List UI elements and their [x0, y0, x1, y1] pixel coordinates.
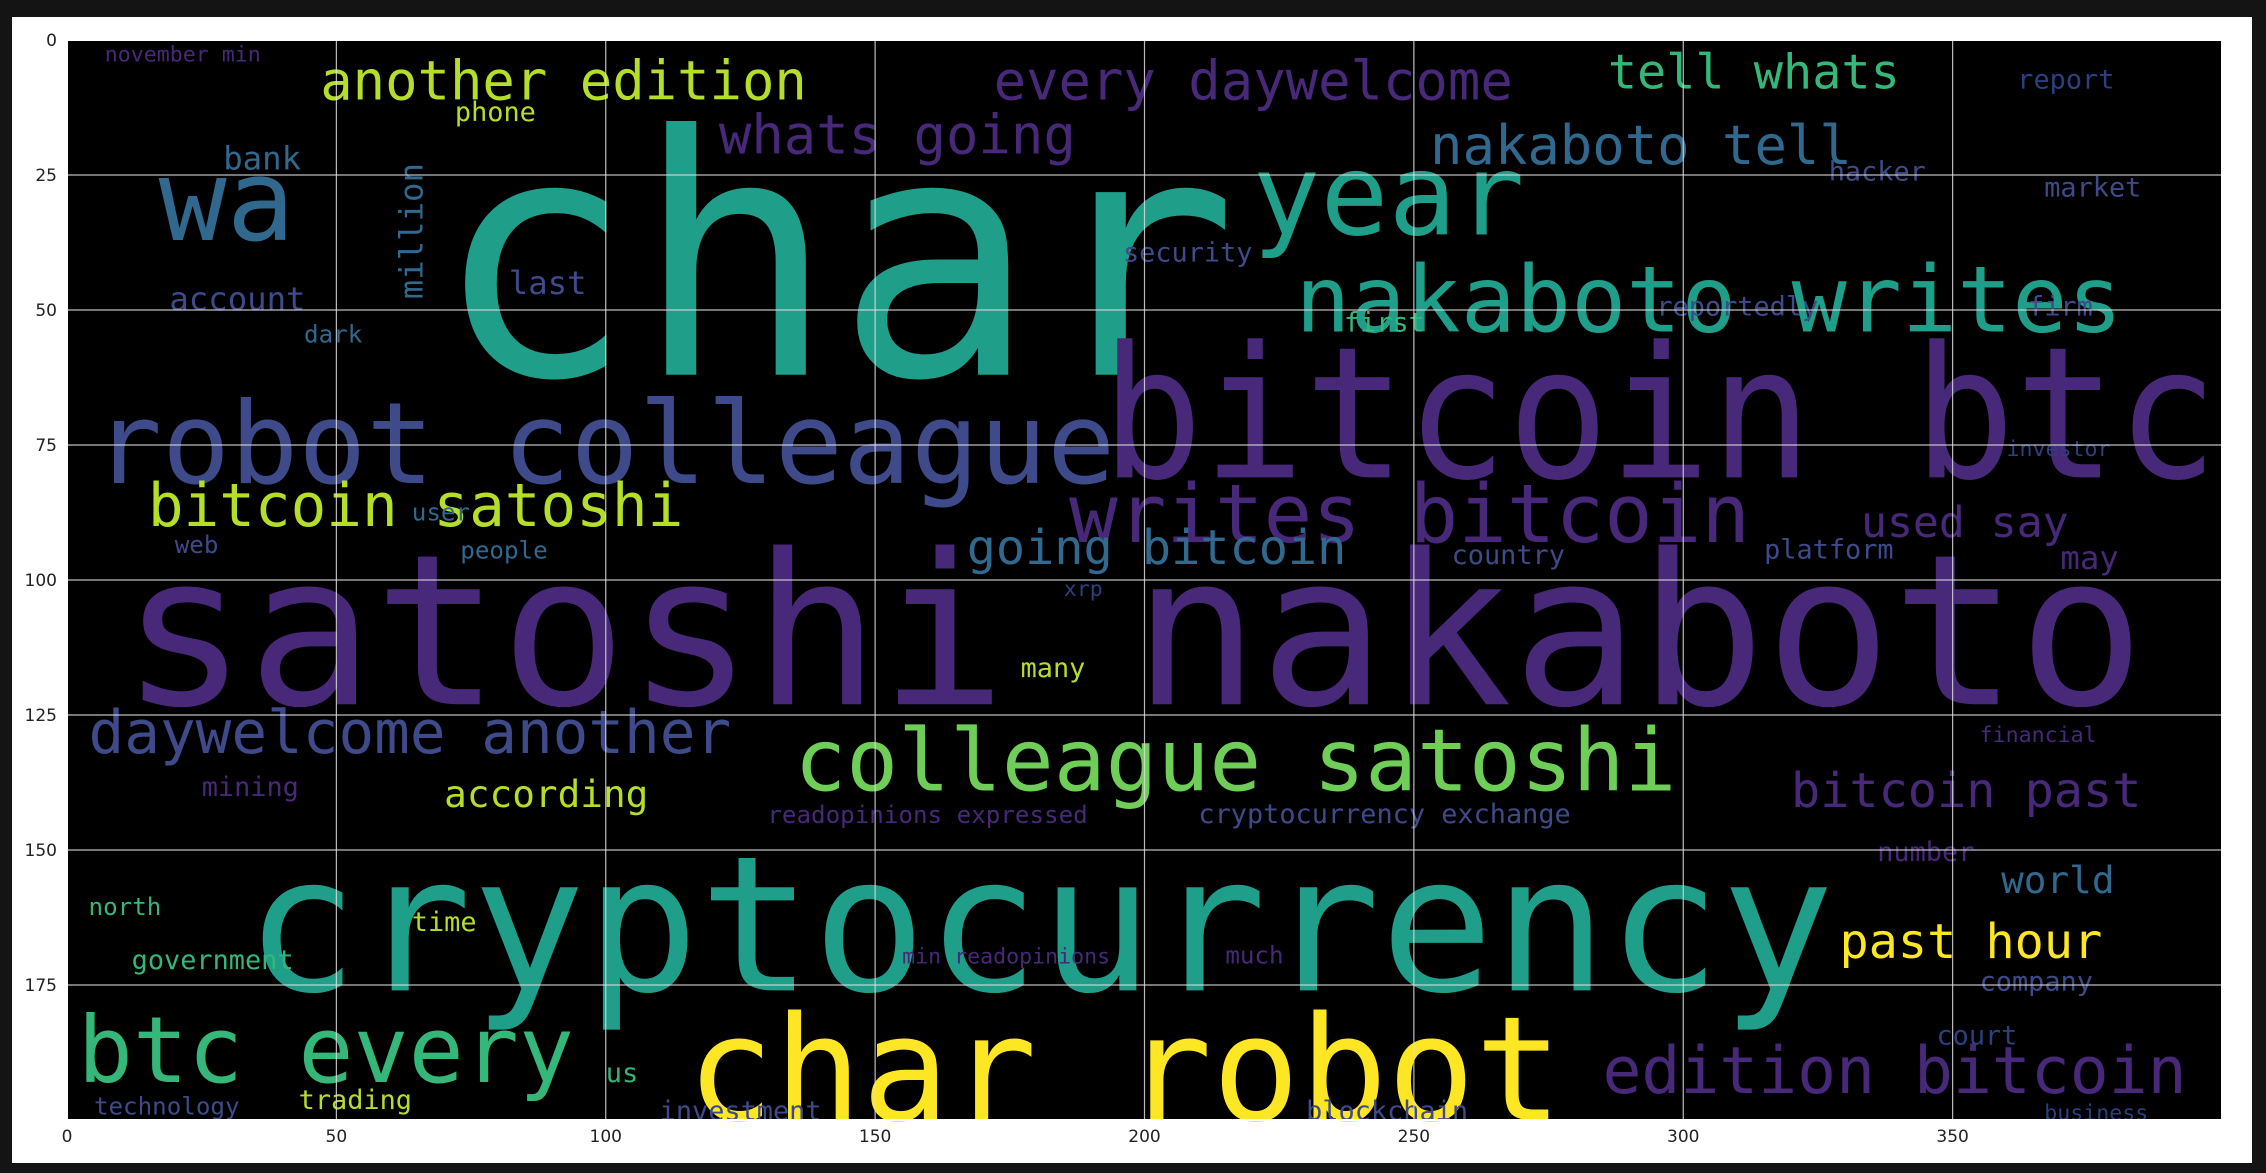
wordcloud-word: security — [1123, 237, 1253, 268]
wordcloud-word: daywelcome another — [89, 698, 732, 767]
y-tick-label: 25 — [35, 166, 57, 186]
x-tick-label: 200 — [1128, 1127, 1160, 1147]
x-tick-label: 0 — [62, 1127, 73, 1147]
wordcloud-word: char robot — [687, 986, 1563, 1155]
x-tick-label: 350 — [1936, 1127, 1968, 1147]
wordcloud-word: many — [1021, 653, 1086, 684]
x-tick-label: 300 — [1667, 1127, 1699, 1147]
x-tick-label: 250 — [1398, 1127, 1430, 1147]
wordcloud-word: account — [169, 280, 305, 318]
wordcloud-word: firm — [2028, 291, 2093, 322]
wordcloud-word: colleague satoshi — [794, 712, 1676, 812]
wordcloud-word: investment — [660, 1096, 822, 1127]
wordcloud-word: phone — [455, 97, 536, 128]
wordcloud-word: mining — [202, 772, 299, 803]
wordcloud-word: used say — [1861, 498, 2069, 548]
wordcloud-word: satoshi nakaboto — [121, 509, 2145, 754]
wordcloud-word: edition bitcoin — [1602, 1034, 2186, 1109]
y-tick-label: 75 — [35, 436, 57, 456]
wordcloud-word: market — [2044, 173, 2141, 204]
wordcloud-word: time — [412, 907, 477, 938]
wordcloud-word: financial — [1980, 723, 2097, 748]
wordcloud-word: char — [433, 65, 1237, 454]
wordcloud-word: last — [509, 264, 587, 302]
wordcloud-word: past hour — [1839, 914, 2102, 970]
wordcloud-word: trading — [299, 1085, 412, 1116]
wordcloud-word: cryptocurrency exchange — [1198, 799, 1570, 830]
wordcloud-word: whats going — [719, 103, 1076, 166]
wordcloud-word: bitcoin satoshi — [148, 471, 684, 540]
x-tick-label: 150 — [859, 1127, 891, 1147]
wordcloud-word: going bitcoin — [967, 520, 1347, 576]
wordcloud-word: us — [606, 1058, 638, 1089]
wordcloud-word: people — [460, 536, 547, 564]
wordcloud-word: north — [89, 893, 162, 921]
wordcloud-word: nakaboto tell — [1430, 114, 1852, 177]
wordcloud-word: investor — [2007, 437, 2111, 462]
wordcloud-word: xrp — [1064, 577, 1103, 602]
y-tick-label: 125 — [25, 706, 57, 726]
wordcloud-word: business — [2044, 1101, 2148, 1126]
y-tick-label: 100 — [25, 571, 57, 591]
wordcloud-word: government — [132, 945, 294, 976]
wordcloud-word: dark — [304, 320, 363, 348]
wordcloud-word: bank — [223, 140, 301, 178]
plot-frame — [66, 39, 2223, 1121]
wordcloud-word: report — [2017, 65, 2114, 96]
wordcloud-word: bitcoin btc — [1101, 308, 2218, 521]
wordcloud-word: country — [1452, 540, 1565, 571]
wordcloud-word: number — [1877, 837, 1974, 868]
wordcloud-word: readopinions expressed — [767, 801, 1087, 829]
wordcloud-word: year — [1252, 129, 1524, 261]
y-tick-label: 150 — [25, 841, 57, 861]
wordcloud-word: much — [1225, 941, 1283, 969]
wordcloud-word: blockchain — [1306, 1096, 1468, 1127]
wordcloud-word: another edition — [320, 49, 807, 112]
wordcloud-word: user — [412, 499, 470, 527]
ticks-layer: 0 50 100 150 200 250 300 350 0 25 50 75 100 125 150 175 — [25, 31, 1969, 1147]
wordcloud-word: reportedly — [1656, 291, 1818, 322]
wordcloud-word: min readopinions — [902, 944, 1110, 969]
y-tick-label: 0 — [46, 31, 57, 51]
wordcloud-word: million — [393, 163, 431, 299]
wordcloud-word: nakaboto writes — [1295, 247, 2122, 354]
wordcloud-word: according — [444, 772, 648, 816]
wordcloud-word: first — [1344, 308, 1425, 339]
wordcloud-word: writes bitcoin — [1069, 468, 1750, 562]
wordcloud-word: may — [2060, 539, 2118, 577]
x-tick-label: 50 — [326, 1127, 348, 1147]
y-tick-label: 50 — [35, 301, 57, 321]
wordcloud-word: web — [175, 531, 219, 559]
wordcloud-word: robot colleague — [94, 378, 1115, 510]
wordcloud-word: bitcoin past — [1791, 763, 2141, 819]
wordcloud-word: world — [2001, 858, 2114, 902]
wordcloud-word: hacker — [1829, 156, 1926, 187]
y-tick-label: 175 — [25, 976, 57, 996]
wordcloud-word: platform — [1764, 534, 1894, 565]
wordcloud-word: wa — [159, 135, 295, 267]
wordcloud-word: court — [1936, 1020, 2017, 1051]
wordcloud-word: company — [1980, 966, 2093, 997]
wordcloud-word: november min — [105, 43, 261, 68]
wordcloud-word: cryptocurrency — [245, 816, 1835, 1035]
x-tick-label: 100 — [590, 1127, 622, 1147]
wordcloud-word: every daywelcome — [994, 49, 1513, 112]
wordcloud-figure: char satoshi nakaboto cryptocurrency bitcoi… — [12, 17, 2252, 1163]
wordcloud-word: technology — [94, 1093, 240, 1121]
wordcloud-word: tell whats — [1608, 45, 1900, 101]
wordcloud-word: btc every — [78, 997, 574, 1104]
